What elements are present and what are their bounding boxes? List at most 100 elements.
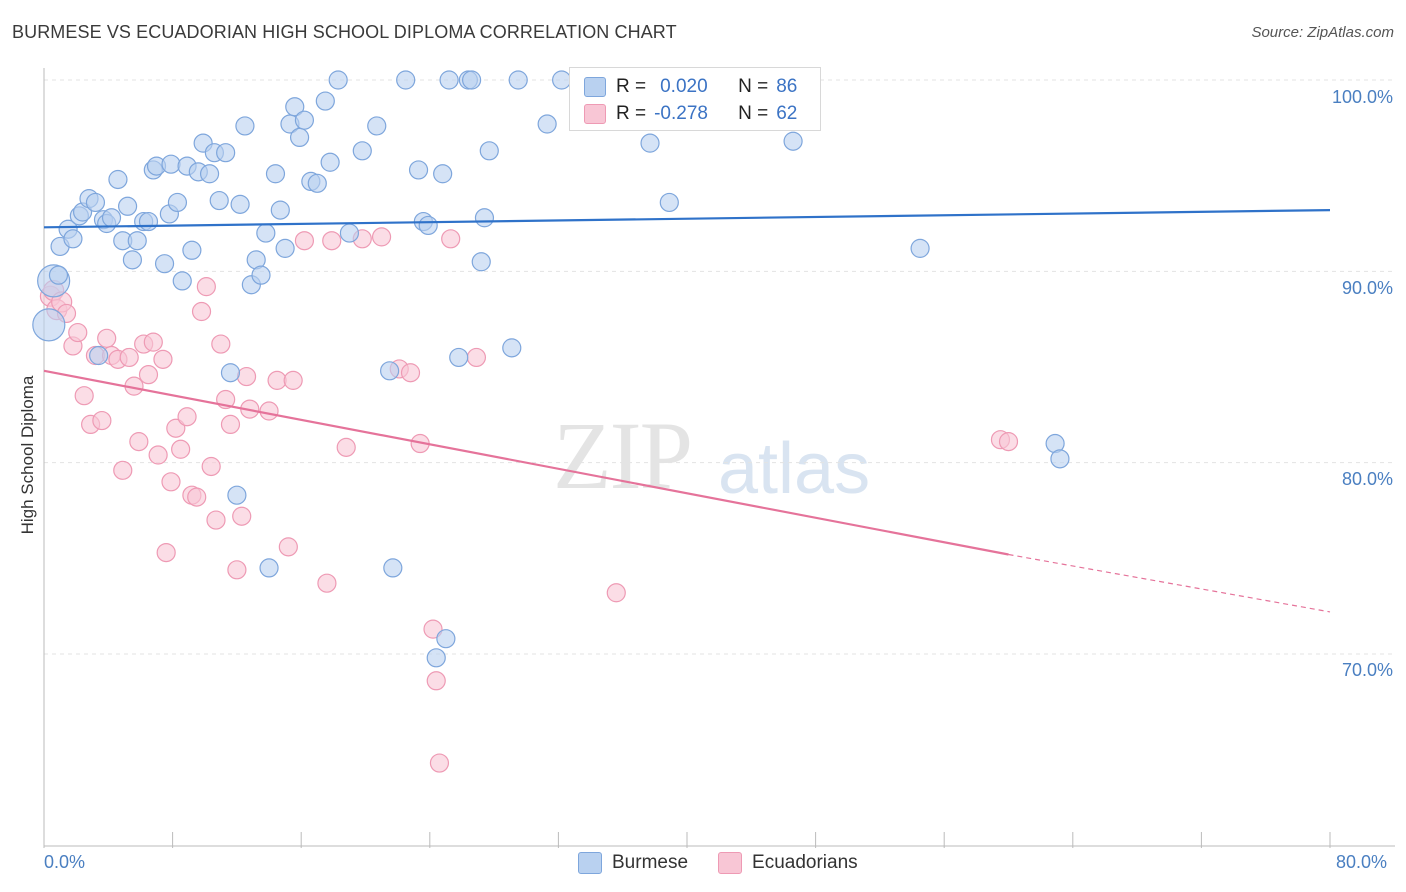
watermark-atlas: atlas: [718, 429, 871, 509]
burmese-point: [48, 265, 69, 285]
burmese-point: [108, 169, 128, 190]
x-tick-label-80: 80.0%: [1336, 852, 1388, 872]
burmese-point: [251, 265, 271, 285]
ecuadorian-point: [429, 753, 450, 773]
legend-n-label: N =: [738, 103, 769, 124]
burmese-point: [230, 194, 250, 214]
y-axis-label: High School Diploma: [18, 375, 37, 535]
ecuadorian-point: [998, 432, 1019, 452]
ecuadorian-point: [322, 231, 342, 251]
burmese-point: [474, 208, 495, 228]
legend-row-burmese: R = 0.020 N = 86: [584, 75, 797, 99]
burmese-point: [138, 211, 159, 232]
y-tick-label-100: 100.0%: [1331, 87, 1393, 107]
burmese-point: [315, 91, 335, 111]
burmese-point: [508, 70, 528, 90]
ecuadorian-point: [201, 456, 221, 477]
burmese-point: [216, 143, 236, 163]
legend-box: R = 0.020 N = 86 R = -0.278 N = 62: [569, 67, 821, 131]
burmese-point: [408, 160, 429, 180]
burmese-point: [502, 338, 522, 358]
ecuadorian-trend-line: [43, 369, 1009, 556]
burmese-point: [182, 240, 202, 260]
legend-row-ecuadorian: R = -0.278 N = 62: [584, 102, 797, 126]
ecuadorian-point: [161, 472, 181, 492]
ecuadorian-point: [206, 510, 226, 530]
burmese-point: [1050, 449, 1070, 469]
ecuadorian-trend-extension: [1008, 553, 1331, 613]
burmese-point: [307, 173, 327, 193]
ecuadorian-point: [153, 349, 173, 369]
ecuadorian-point: [227, 560, 247, 580]
ecuadorian-point: [74, 386, 94, 406]
burmese-trend-line: [43, 209, 1331, 229]
burmese-point: [383, 558, 403, 578]
ecuadorian-point: [187, 487, 207, 507]
burmese-point: [339, 223, 360, 243]
ecuadorian-point: [400, 363, 421, 383]
bottom-legend: Burmese Ecuadorians: [578, 852, 888, 874]
bottom-legend-burmese[interactable]: Burmese: [578, 852, 688, 874]
ecuadorian-point: [466, 347, 487, 368]
y-tick-label-90: 90.0%: [1341, 278, 1393, 298]
burmese-point: [235, 116, 255, 136]
ecuadorian-swatch: [584, 104, 606, 124]
legend-r-label: R =: [616, 103, 647, 124]
burmese-point: [659, 192, 679, 213]
watermark-zip: ZIP: [553, 402, 693, 509]
ecuadorian-point: [220, 414, 241, 434]
burmese-point: [367, 116, 387, 136]
burmese-point: [259, 558, 279, 578]
burmese-point: [552, 70, 572, 90]
ecuadorian-point: [68, 322, 88, 343]
chart-source: Source: ZipAtlas.com: [1251, 24, 1394, 41]
ecuadorian-point: [148, 445, 168, 465]
ecuadorian-point: [113, 460, 133, 480]
burmese-point: [328, 70, 348, 90]
burmese-point: [640, 133, 660, 153]
x-tick-label-0: 0.0%: [44, 852, 86, 872]
legend-n-label: N =: [738, 76, 769, 97]
burmese-point: [172, 271, 192, 291]
ecuadorian-point: [236, 366, 257, 387]
chart-title: BURMESE VS ECUADORIAN HIGH SCHOOL DIPLOM…: [12, 22, 677, 42]
burmese-point: [127, 231, 147, 251]
bottom-legend-ecuadorians[interactable]: Ecuadorians: [718, 852, 858, 874]
ecuadorian-point: [119, 347, 139, 368]
burmese-point: [220, 363, 241, 383]
burmese-point: [294, 110, 315, 130]
bottom-legend-burmese-label: Burmese: [612, 852, 689, 873]
legend-r-value: -0.278: [654, 103, 708, 124]
ecuadorian-point: [283, 370, 303, 390]
burmese-point: [122, 250, 143, 270]
ecuadorian-point: [92, 410, 112, 431]
burmese-point: [783, 131, 803, 151]
burmese-point: [275, 238, 295, 258]
ecuadorian-point: [191, 301, 212, 322]
ecuadorian-point: [196, 277, 216, 297]
burmese-point: [396, 70, 416, 90]
burmese-point: [209, 190, 229, 211]
burmese-point: [265, 164, 286, 184]
burmese-point: [352, 141, 372, 161]
burmese-point: [433, 164, 453, 184]
burmese-point: [117, 196, 138, 216]
burmese-point: [449, 347, 469, 368]
burmese-point: [256, 223, 276, 243]
ecuadorian-point: [138, 365, 159, 385]
burmese-point: [227, 485, 247, 505]
ecuadorian-point: [294, 231, 315, 251]
ecuadorian-point: [259, 401, 279, 421]
burmese-point: [380, 361, 400, 381]
burmese-point: [471, 252, 491, 272]
burmese-point: [270, 200, 290, 220]
burmese-point: [199, 164, 220, 184]
burmese-point: [461, 70, 482, 90]
legend-n-value: 86: [776, 76, 798, 97]
burmese-point: [154, 254, 175, 274]
ecuadorian-point: [166, 418, 186, 438]
ecuadorian-point: [97, 328, 117, 348]
burmese-swatch: [578, 852, 602, 874]
ecuadorian-point: [143, 332, 163, 352]
